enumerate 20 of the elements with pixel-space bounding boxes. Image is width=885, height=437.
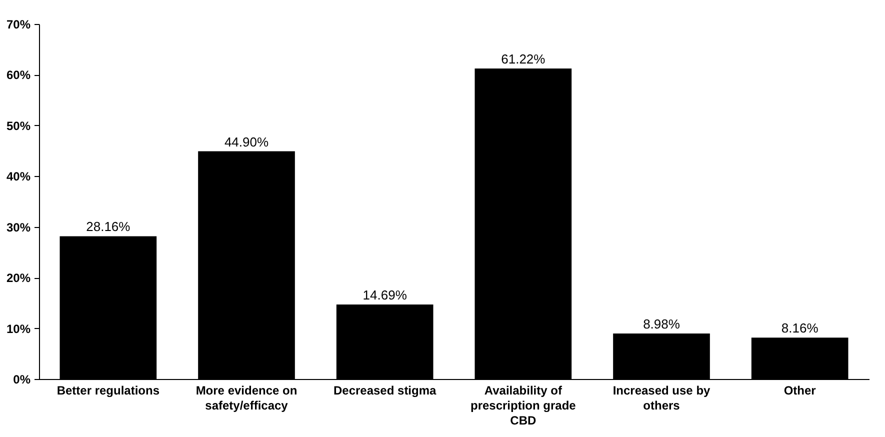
y-tick-label: 50% (6, 118, 31, 133)
y-tick-label: 30% (6, 220, 31, 234)
data-label: 8.16% (781, 320, 819, 336)
x-tick-label: Increased use by others (612, 384, 711, 412)
y-tick-label: 70% (6, 18, 31, 32)
data-label: 61.22% (501, 52, 546, 67)
data-label: 8.98% (643, 316, 680, 332)
data-label: 44.90% (224, 134, 269, 150)
data-label: 14.69% (362, 288, 408, 302)
y-tick-label: 10% (6, 322, 31, 336)
y-tick-label: 20% (6, 271, 31, 286)
y-tick-label: 0% (13, 372, 31, 386)
x-tick-label: Availability of prescription grade CBD (470, 384, 576, 428)
data-label: 28.16% (86, 219, 131, 234)
x-tick-label: More evidence on safety/efficacy (196, 384, 298, 412)
y-tick-label: 40% (6, 170, 31, 184)
y-tick-label: 60% (6, 68, 31, 82)
x-tick-label: Decreased stigma (333, 384, 437, 398)
x-tick-label: Better regulations (56, 384, 160, 398)
x-tick-label: Other (784, 384, 816, 398)
